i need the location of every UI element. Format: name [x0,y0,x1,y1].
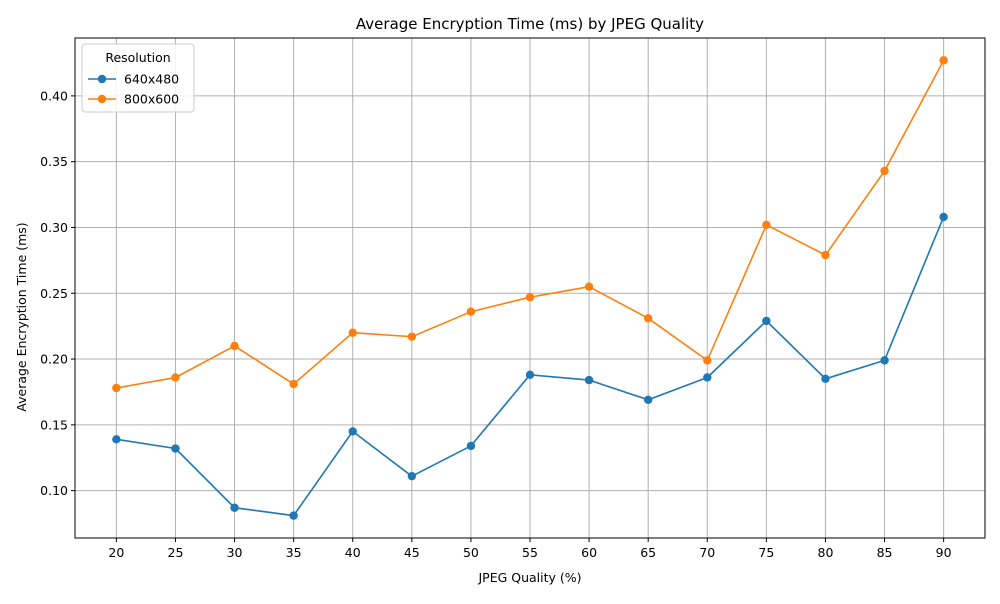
data-point [525,370,535,380]
data-point [289,511,298,520]
x-tick-label: 75 [758,545,774,560]
x-tick-label: 40 [345,545,361,560]
x-tick-label: 55 [522,545,538,560]
data-point [939,56,948,65]
data-point [762,220,771,230]
x-tick-label: 45 [404,545,420,560]
data-point [348,328,357,337]
data-point [880,166,889,176]
data-point [171,444,180,453]
x-tick-label: 85 [877,545,893,560]
data-point [939,212,948,222]
data-point [407,332,417,341]
x-tick-label: 80 [818,545,834,560]
data-point [348,427,357,436]
data-point [466,307,476,316]
data-point [525,293,535,302]
data-point [230,503,239,512]
data-point [584,375,594,385]
x-tick-label: 90 [936,545,952,560]
y-axis-label: Average Encryption Time (ms) [14,222,29,411]
x-tick-label: 35 [286,545,302,560]
data-point [643,395,653,405]
data-point [821,374,830,383]
data-point [112,383,121,393]
chart-title: Average Encryption Time (ms) by JPEG Qua… [356,15,704,33]
x-axis-label: JPEG Quality (%) [477,570,581,585]
x-tick-label: 30 [227,545,243,560]
x-tick-label: 50 [463,545,479,560]
y-tick-label: 0.40 [40,88,68,103]
data-point [762,316,771,326]
data-point [584,282,594,291]
data-point [821,250,830,260]
x-tick-label: 60 [581,545,597,560]
y-tick-label: 0.20 [40,352,68,367]
data-point [407,471,417,481]
series-640x480 [112,212,948,520]
x-tick-label: 70 [699,545,715,560]
data-point [466,441,476,451]
legend: Resolution 640x480 800x600 [81,43,195,113]
data-point [230,341,239,351]
legend-marker [97,74,107,84]
data-point [703,373,712,382]
y-tick-label: 0.35 [40,154,68,169]
x-tick-label: 25 [168,545,184,560]
data-point [880,356,889,365]
series-800x600 [112,56,948,393]
y-tick-label: 0.15 [40,417,68,432]
legend-label: 800x600 [124,92,179,107]
data-point [703,356,712,365]
y-tick-label: 0.10 [40,483,68,498]
data-point [171,373,180,382]
data-point [643,314,653,323]
x-tick-label: 20 [108,545,124,560]
legend-label: 640x480 [124,72,179,87]
x-tick-label: 65 [640,545,656,560]
legend-marker [97,94,107,104]
y-tick-label: 0.25 [40,286,68,301]
y-tick-label: 0.30 [40,220,68,235]
data-point [112,435,121,444]
data-point [289,379,298,389]
legend-box [81,43,195,113]
legend-title: Resolution [105,50,170,65]
